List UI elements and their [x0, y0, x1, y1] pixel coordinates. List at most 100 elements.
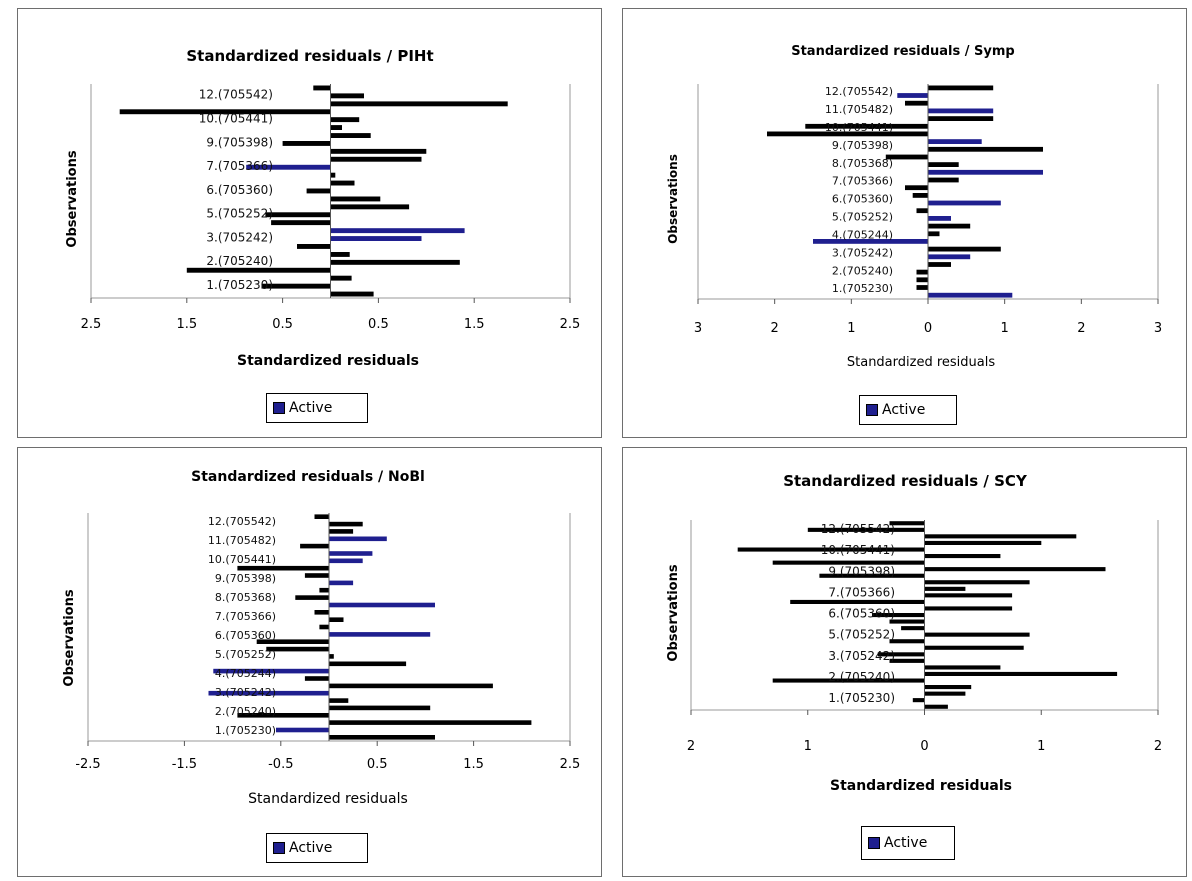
bar	[319, 624, 329, 630]
category-label: 6.(705360)	[828, 607, 895, 621]
bar	[330, 275, 352, 281]
category-label: 10.(705441)	[821, 543, 895, 557]
bar	[330, 228, 465, 234]
legend-swatch	[868, 837, 880, 849]
bar	[905, 100, 928, 106]
bar	[319, 587, 329, 593]
legend-label: Active	[289, 400, 333, 416]
category-label: 10.(705441)	[825, 121, 893, 134]
bar	[208, 690, 329, 696]
bar	[916, 208, 928, 214]
x-tick-label: 1	[804, 739, 812, 754]
category-label: 7.(705366)	[206, 159, 273, 173]
bar	[928, 162, 959, 167]
category-label: 6.(705360)	[832, 193, 893, 206]
bar	[889, 521, 925, 526]
chart-panel-piht: Standardized residuals / PIHt Observatio…	[17, 8, 602, 438]
bar	[924, 704, 948, 709]
bar	[330, 291, 374, 297]
x-tick-label: 2.5	[560, 317, 581, 332]
bar	[889, 658, 925, 663]
y-axis-label: Observations	[666, 154, 680, 244]
bar	[767, 131, 928, 137]
category-label: 5.(705252)	[832, 211, 893, 224]
x-tick-label: 0.5	[367, 757, 388, 772]
bar	[924, 580, 1030, 585]
bar	[314, 514, 329, 519]
bar	[330, 236, 422, 241]
bar	[924, 593, 1013, 598]
bar	[295, 595, 329, 600]
bar	[790, 599, 925, 604]
bar	[928, 169, 1043, 175]
bar	[329, 529, 354, 534]
category-label: 7.(705366)	[215, 610, 276, 623]
x-tick-label: 1.5	[464, 317, 485, 332]
x-ticks: -2.5 -1.5 -0.5 0.5 1.5 2.5	[75, 741, 580, 772]
category-label: 12.(705542)	[821, 522, 895, 536]
bar	[928, 254, 971, 260]
category-labels: 12.(705542) 10.(705441) 9.(705398) 7.(70536…	[821, 522, 895, 705]
bar	[924, 632, 1030, 637]
bar	[924, 685, 972, 690]
bar	[186, 267, 331, 273]
bar	[928, 200, 1001, 206]
x-tick-label: 2	[1077, 321, 1085, 336]
bar	[916, 277, 928, 283]
category-label: 7.(705366)	[832, 175, 893, 188]
bar	[924, 586, 966, 591]
bar	[924, 606, 1013, 611]
category-label: 1.(705230)	[206, 278, 273, 292]
bar	[330, 117, 360, 123]
x-tick-label: 0.5	[368, 317, 389, 332]
category-label: 4.(705244)	[832, 228, 893, 241]
bar	[928, 177, 959, 183]
bar	[330, 252, 350, 257]
x-tick-label: 3	[694, 321, 702, 336]
category-label: 12.(705542)	[825, 85, 893, 98]
bar	[872, 613, 925, 618]
x-axis-label: Standardized residuals	[248, 791, 408, 807]
legend: Active	[266, 393, 368, 423]
category-label: 3.(705242)	[828, 649, 895, 663]
bar	[916, 285, 928, 290]
bar	[912, 193, 928, 198]
bar	[924, 691, 966, 696]
bar	[924, 671, 1118, 676]
x-tick-label: 0.5	[272, 317, 293, 332]
bar	[213, 668, 329, 674]
category-labels: 12.(705542) 10.(705441) 9.(705398) 7.(70536…	[199, 88, 273, 292]
bar	[924, 645, 1024, 650]
x-tick-label: 1	[1001, 321, 1009, 336]
bar	[329, 580, 354, 586]
bar	[329, 551, 373, 556]
bar	[928, 108, 994, 114]
category-label: 9.(705398)	[206, 135, 273, 149]
x-tick-label: 1.5	[463, 757, 484, 772]
bars	[767, 84, 1043, 299]
x-tick-label: 0	[924, 321, 932, 336]
x-axis-label: Standardized residuals	[830, 778, 1012, 794]
bar	[912, 698, 925, 703]
x-tick-label: 2	[1154, 739, 1162, 754]
bar	[330, 133, 371, 138]
legend-swatch	[273, 402, 285, 414]
category-label: 8.(705368)	[215, 591, 276, 604]
bar	[924, 665, 1001, 670]
bar	[313, 85, 331, 91]
category-label: 3.(705242)	[832, 246, 893, 259]
bar	[329, 735, 435, 740]
bar	[314, 610, 329, 615]
legend-swatch	[273, 842, 285, 854]
bar	[928, 85, 994, 91]
bar	[304, 573, 329, 578]
legend-swatch	[866, 404, 878, 416]
bar	[276, 727, 329, 733]
category-label: 5.(705252)	[215, 648, 276, 661]
bar	[916, 269, 928, 275]
bar	[924, 554, 1001, 559]
bar	[924, 567, 1106, 572]
legend: Active	[859, 395, 957, 425]
bar	[329, 521, 363, 527]
